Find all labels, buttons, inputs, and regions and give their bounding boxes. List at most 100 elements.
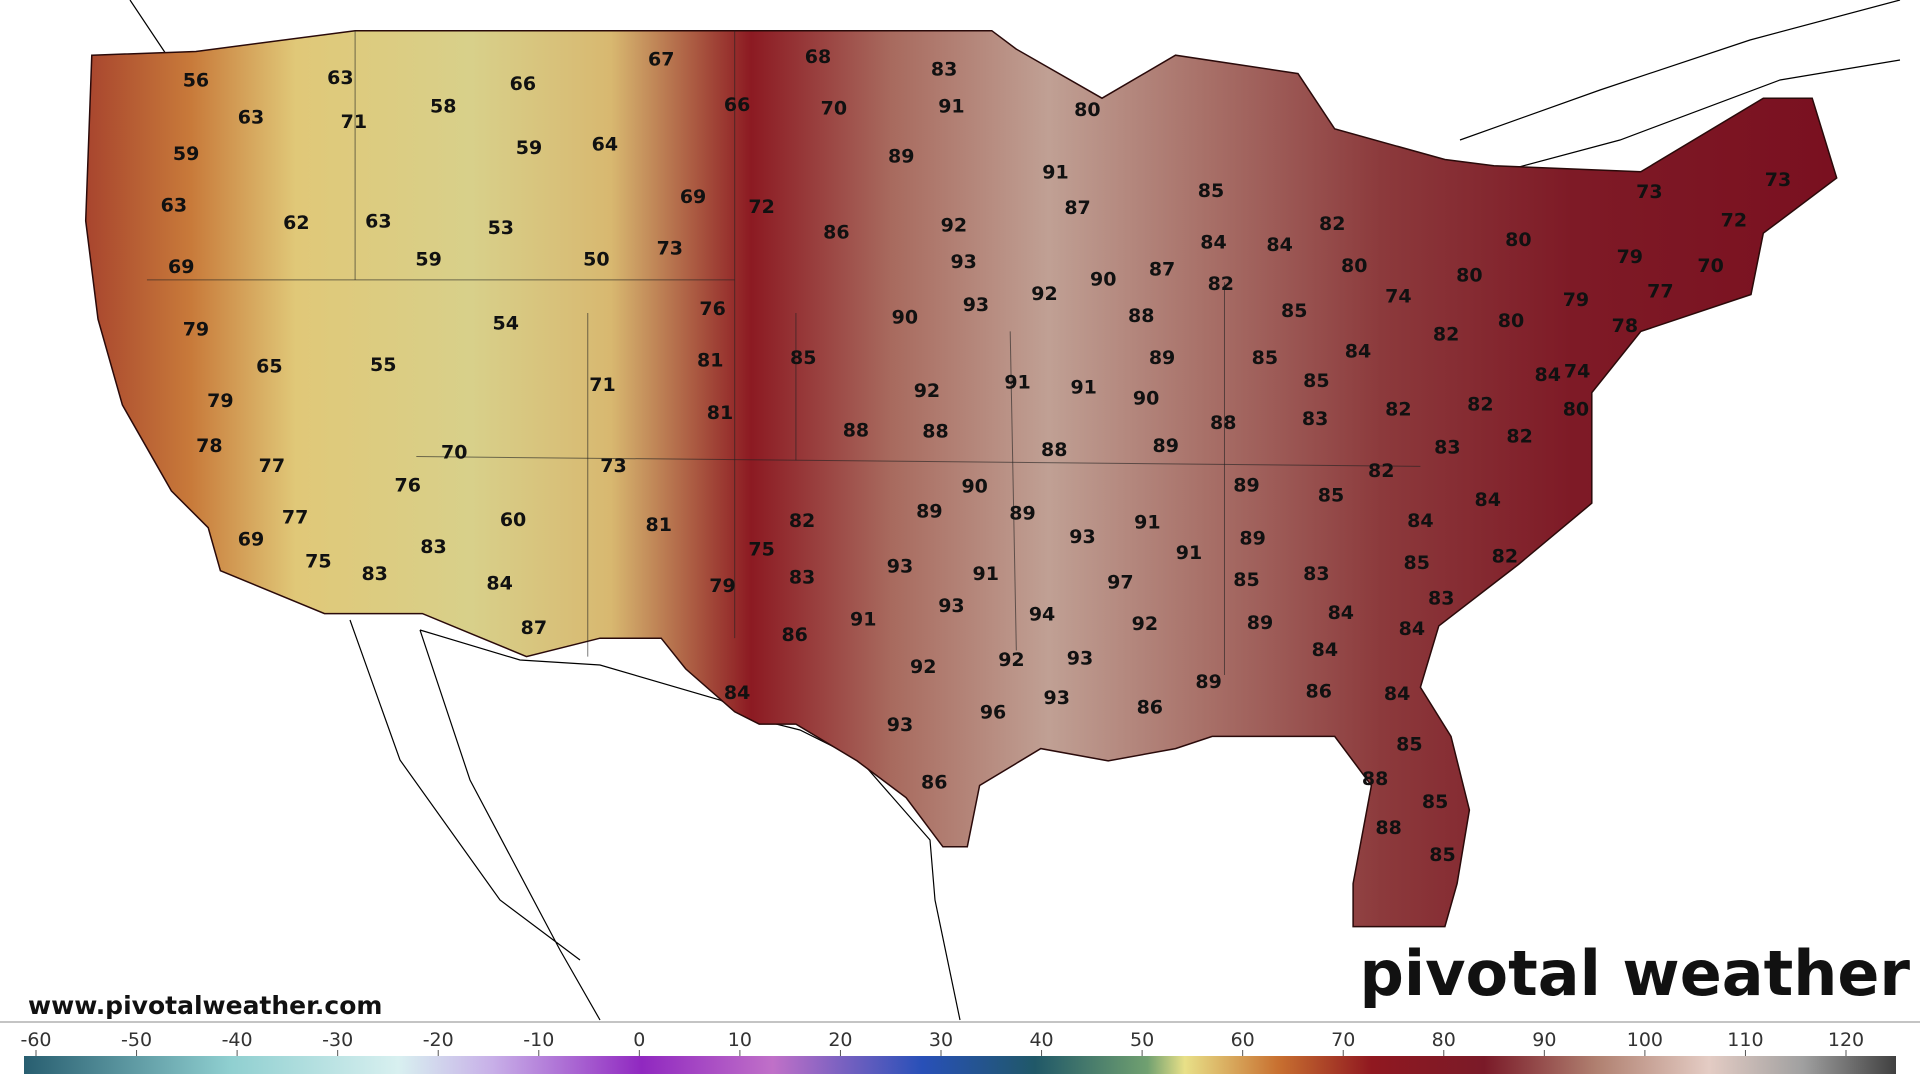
temperature-label: 86 — [823, 222, 849, 244]
temperature-label: 59 — [173, 143, 199, 165]
temperature-label: 82 — [1368, 460, 1394, 482]
temperature-label: 83 — [1434, 436, 1460, 458]
temperature-label: 72 — [748, 196, 774, 218]
temperature-label: 80 — [1074, 99, 1100, 121]
temperature-label: 59 — [516, 137, 542, 159]
temperature-label: 84 — [1399, 618, 1425, 640]
temperature-label: 84 — [1200, 232, 1226, 254]
temperature-label: 96 — [980, 702, 1006, 724]
temperature-label: 89 — [1152, 435, 1178, 457]
temperature-label: 79 — [207, 390, 233, 412]
temperature-label: 86 — [781, 624, 807, 646]
temperature-label: 55 — [370, 354, 396, 376]
temperature-label: 87 — [1149, 259, 1175, 281]
temperature-label: 63 — [238, 106, 264, 128]
temperature-label: 92 — [910, 656, 936, 678]
temperature-label: 63 — [161, 195, 187, 217]
temperature-label: 88 — [1128, 305, 1154, 327]
colorbar-tick-label: 40 — [1029, 1029, 1053, 1051]
temperature-label: 71 — [589, 374, 615, 396]
colorbar-tick-label: -10 — [523, 1029, 554, 1051]
temperature-label: 91 — [1176, 542, 1202, 564]
temperature-label: 89 — [888, 146, 914, 168]
temperature-label: 54 — [492, 313, 518, 335]
temperature-label: 60 — [500, 509, 526, 531]
temperature-label: 72 — [1721, 209, 1747, 231]
temperature-label: 80 — [1498, 310, 1524, 332]
temperature-label: 88 — [843, 419, 869, 441]
temperature-label: 70 — [821, 98, 847, 120]
temperature-label: 89 — [1239, 527, 1265, 549]
temperature-label: 56 — [183, 70, 209, 92]
temperature-label: 91 — [938, 95, 964, 117]
canada-outline — [129, 0, 1901, 181]
temperature-label: 81 — [646, 514, 672, 536]
temperature-label: 77 — [259, 455, 285, 477]
temperature-label: 93 — [887, 556, 913, 578]
temperature-label: 76 — [395, 475, 421, 497]
temperature-label: 76 — [699, 298, 725, 320]
temperature-label: 88 — [1362, 768, 1388, 790]
temperature-label: 82 — [1506, 425, 1532, 447]
temperature-label: 85 — [1198, 180, 1224, 202]
mexico-outline — [349, 619, 961, 1021]
temperature-label: 63 — [365, 211, 391, 233]
temperature-label: 92 — [998, 649, 1024, 671]
temperature-label: 69 — [168, 256, 194, 278]
logo: pivotal weather — [1359, 937, 1910, 1010]
temperature-label: 85 — [1404, 552, 1430, 574]
temperature-label: 84 — [486, 573, 512, 595]
temperature-label: 70 — [441, 441, 467, 463]
temperature-label: 80 — [1341, 255, 1367, 277]
temperature-label: 81 — [697, 349, 723, 371]
temperature-label: 85 — [1281, 300, 1307, 322]
temperature-label: 84 — [1475, 489, 1501, 511]
colorbar-tick-label: -30 — [322, 1029, 353, 1051]
temperature-label: 94 — [1029, 603, 1055, 625]
colorbar-tick-label: -60 — [20, 1029, 51, 1051]
temperature-label: 65 — [256, 355, 282, 377]
land — [129, 0, 1901, 1021]
colorbar-tick-label: 50 — [1130, 1029, 1154, 1051]
site-url: www.pivotalweather.com — [28, 991, 382, 1020]
temperature-label: 89 — [916, 500, 942, 522]
temperature-label: 93 — [1067, 648, 1093, 670]
temperature-label: 91 — [1042, 162, 1068, 184]
colorbar-tick-label: -20 — [423, 1029, 454, 1051]
state-line — [1009, 331, 1017, 651]
temperature-label: 93 — [887, 714, 913, 736]
temperature-label: 82 — [1385, 398, 1411, 420]
temperature-label: 79 — [709, 575, 735, 597]
temperature-label: 79 — [183, 319, 209, 341]
colorbar-tick-label: 90 — [1532, 1029, 1556, 1051]
temperature-label: 89 — [1149, 347, 1175, 369]
temperature-label: 62 — [283, 212, 309, 234]
temperature-label: 86 — [921, 772, 947, 794]
temperature-label: 92 — [1031, 283, 1057, 305]
temperature-label: 82 — [1467, 394, 1493, 416]
temperature-label: 90 — [892, 306, 918, 328]
colorbar-tick-label: -40 — [222, 1029, 253, 1051]
temperature-label: 83 — [1302, 408, 1328, 430]
temperature-label: 85 — [1303, 370, 1329, 392]
temperature-label: 83 — [1303, 563, 1329, 585]
temperature-label: 85 — [1252, 347, 1278, 369]
temperature-label: 88 — [1375, 817, 1401, 839]
temperature-label: 89 — [1247, 612, 1273, 634]
temperature-label: 80 — [1563, 398, 1589, 420]
temperature-label: 71 — [341, 111, 367, 133]
temperature-label: 91 — [1134, 511, 1160, 533]
temperature-label: 82 — [1319, 213, 1345, 235]
temperature-field — [84, 29, 1838, 928]
temperature-label: 89 — [1195, 671, 1221, 693]
temperature-label: 83 — [420, 536, 446, 558]
temperature-label: 85 — [790, 347, 816, 369]
temperature-label: 84 — [724, 682, 750, 704]
temperature-label: 90 — [1090, 268, 1116, 290]
temperature-label: 78 — [196, 435, 222, 457]
temperature-label: 53 — [488, 217, 514, 239]
colorbar-tick-label: 100 — [1627, 1029, 1663, 1051]
temperature-label: 82 — [1433, 324, 1459, 346]
